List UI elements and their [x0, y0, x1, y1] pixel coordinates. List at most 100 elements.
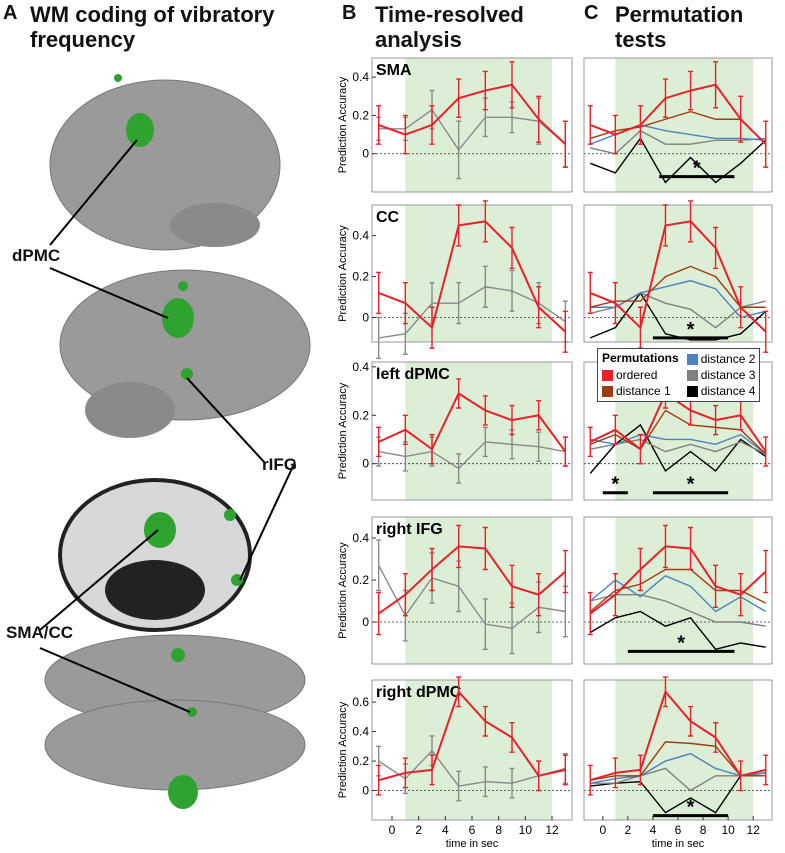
y-axis-label: Prediction Accuracy — [337, 701, 349, 798]
error-bar — [738, 286, 744, 329]
y-tick-label: 0 — [362, 457, 369, 471]
series-line — [589, 545, 767, 615]
series-line — [590, 752, 766, 784]
plot-frame — [371, 204, 573, 343]
series-line — [590, 438, 767, 455]
brain-images — [39, 74, 311, 809]
region-label: dPMC — [12, 246, 61, 265]
error-bar — [456, 378, 462, 409]
shaded-interval — [405, 205, 552, 342]
panel-title: WM coding of vibratory frequency — [30, 2, 275, 52]
error-bar — [456, 524, 462, 569]
y-tick-label: 0 — [362, 310, 369, 324]
error-bar — [713, 564, 719, 608]
error-bar — [688, 200, 694, 243]
error-bar — [688, 705, 694, 737]
legend-swatch — [602, 369, 613, 381]
significance-label: * — [687, 319, 695, 341]
y-tick-label: 0.2 — [352, 270, 369, 284]
error-bar — [662, 676, 668, 708]
x-tick-label: 0 — [389, 823, 396, 837]
error-bar — [536, 286, 542, 329]
error-bar — [738, 760, 744, 792]
error-bar — [482, 526, 488, 571]
region-label: SMA/CC — [6, 623, 74, 642]
legend-item: ordered — [602, 367, 679, 383]
error-bar — [562, 436, 568, 467]
error-bar — [763, 549, 769, 594]
error-bar — [637, 433, 643, 465]
series-line — [589, 83, 767, 145]
error-bar — [713, 404, 719, 436]
error-bar — [402, 573, 408, 617]
y-tick-label: 0.4 — [352, 70, 369, 84]
error-bar — [536, 573, 542, 617]
error-bar — [429, 306, 435, 349]
significance-label: * — [611, 474, 619, 496]
error-bar — [482, 200, 488, 243]
panel-letter: C — [584, 2, 599, 24]
error-bar — [637, 105, 643, 145]
x-tick-label: 0 — [599, 823, 606, 837]
x-tick-label: 6 — [469, 823, 476, 837]
error-bar — [482, 705, 488, 737]
significance-label: * — [687, 797, 695, 819]
series-line — [378, 83, 567, 145]
panel-letter: B — [342, 2, 357, 24]
y-axis-label: Prediction Accuracy — [337, 76, 349, 173]
y-tick-label: 0.2 — [352, 408, 369, 422]
error-bar — [612, 414, 618, 446]
plot-frame — [583, 57, 773, 193]
legend: Permutations ordered distance 1 distance 2 d… — [597, 348, 761, 402]
error-bar — [376, 426, 382, 458]
error-bar — [429, 754, 435, 786]
x-axis-label: time in sec — [446, 838, 499, 850]
series-line — [378, 220, 567, 333]
x-tick-label: 10 — [519, 823, 533, 837]
error-bar — [738, 573, 744, 617]
error-bar — [763, 754, 769, 786]
error-bar — [713, 226, 719, 270]
error-bar — [587, 591, 593, 636]
series-line — [378, 392, 567, 453]
error-bar — [376, 764, 382, 796]
y-tick-label: 0 — [362, 615, 369, 629]
legend-swatch — [686, 385, 698, 397]
shaded-interval — [405, 362, 552, 500]
error-bar — [509, 722, 515, 753]
series-line — [378, 108, 566, 152]
significance-label: * — [693, 158, 701, 180]
legend-title: Permutations — [602, 351, 679, 365]
error-bar — [429, 433, 435, 465]
shaded-interval — [615, 58, 754, 192]
significance-label: * — [677, 632, 685, 654]
shaded-interval — [615, 680, 754, 820]
error-bar — [509, 269, 515, 313]
error-bar — [688, 526, 694, 571]
x-tick-label: 12 — [545, 823, 559, 837]
error-bar — [562, 120, 568, 168]
error-bar — [562, 549, 568, 594]
error-bar — [376, 591, 382, 636]
error-bar — [587, 271, 593, 315]
error-bar — [688, 70, 694, 111]
error-bar — [662, 204, 668, 247]
x-tick-label: 2 — [415, 823, 422, 837]
series-line — [589, 220, 767, 333]
error-bar — [376, 316, 382, 360]
significance-label: * — [687, 474, 695, 496]
error-bar — [482, 265, 488, 308]
series-line — [589, 610, 766, 651]
panel-letter: A — [3, 2, 18, 24]
error-bar — [763, 310, 769, 353]
y-axis-label: Prediction Accuracy — [337, 225, 349, 322]
legend-item: distance 1 — [602, 383, 679, 399]
error-bar — [482, 395, 488, 426]
shaded-interval — [405, 680, 552, 820]
error-bar — [763, 120, 769, 168]
chart-title: SMA — [376, 62, 412, 79]
y-tick-label: 0.2 — [352, 754, 369, 768]
error-bar — [402, 282, 408, 325]
plot-frame — [371, 57, 573, 193]
